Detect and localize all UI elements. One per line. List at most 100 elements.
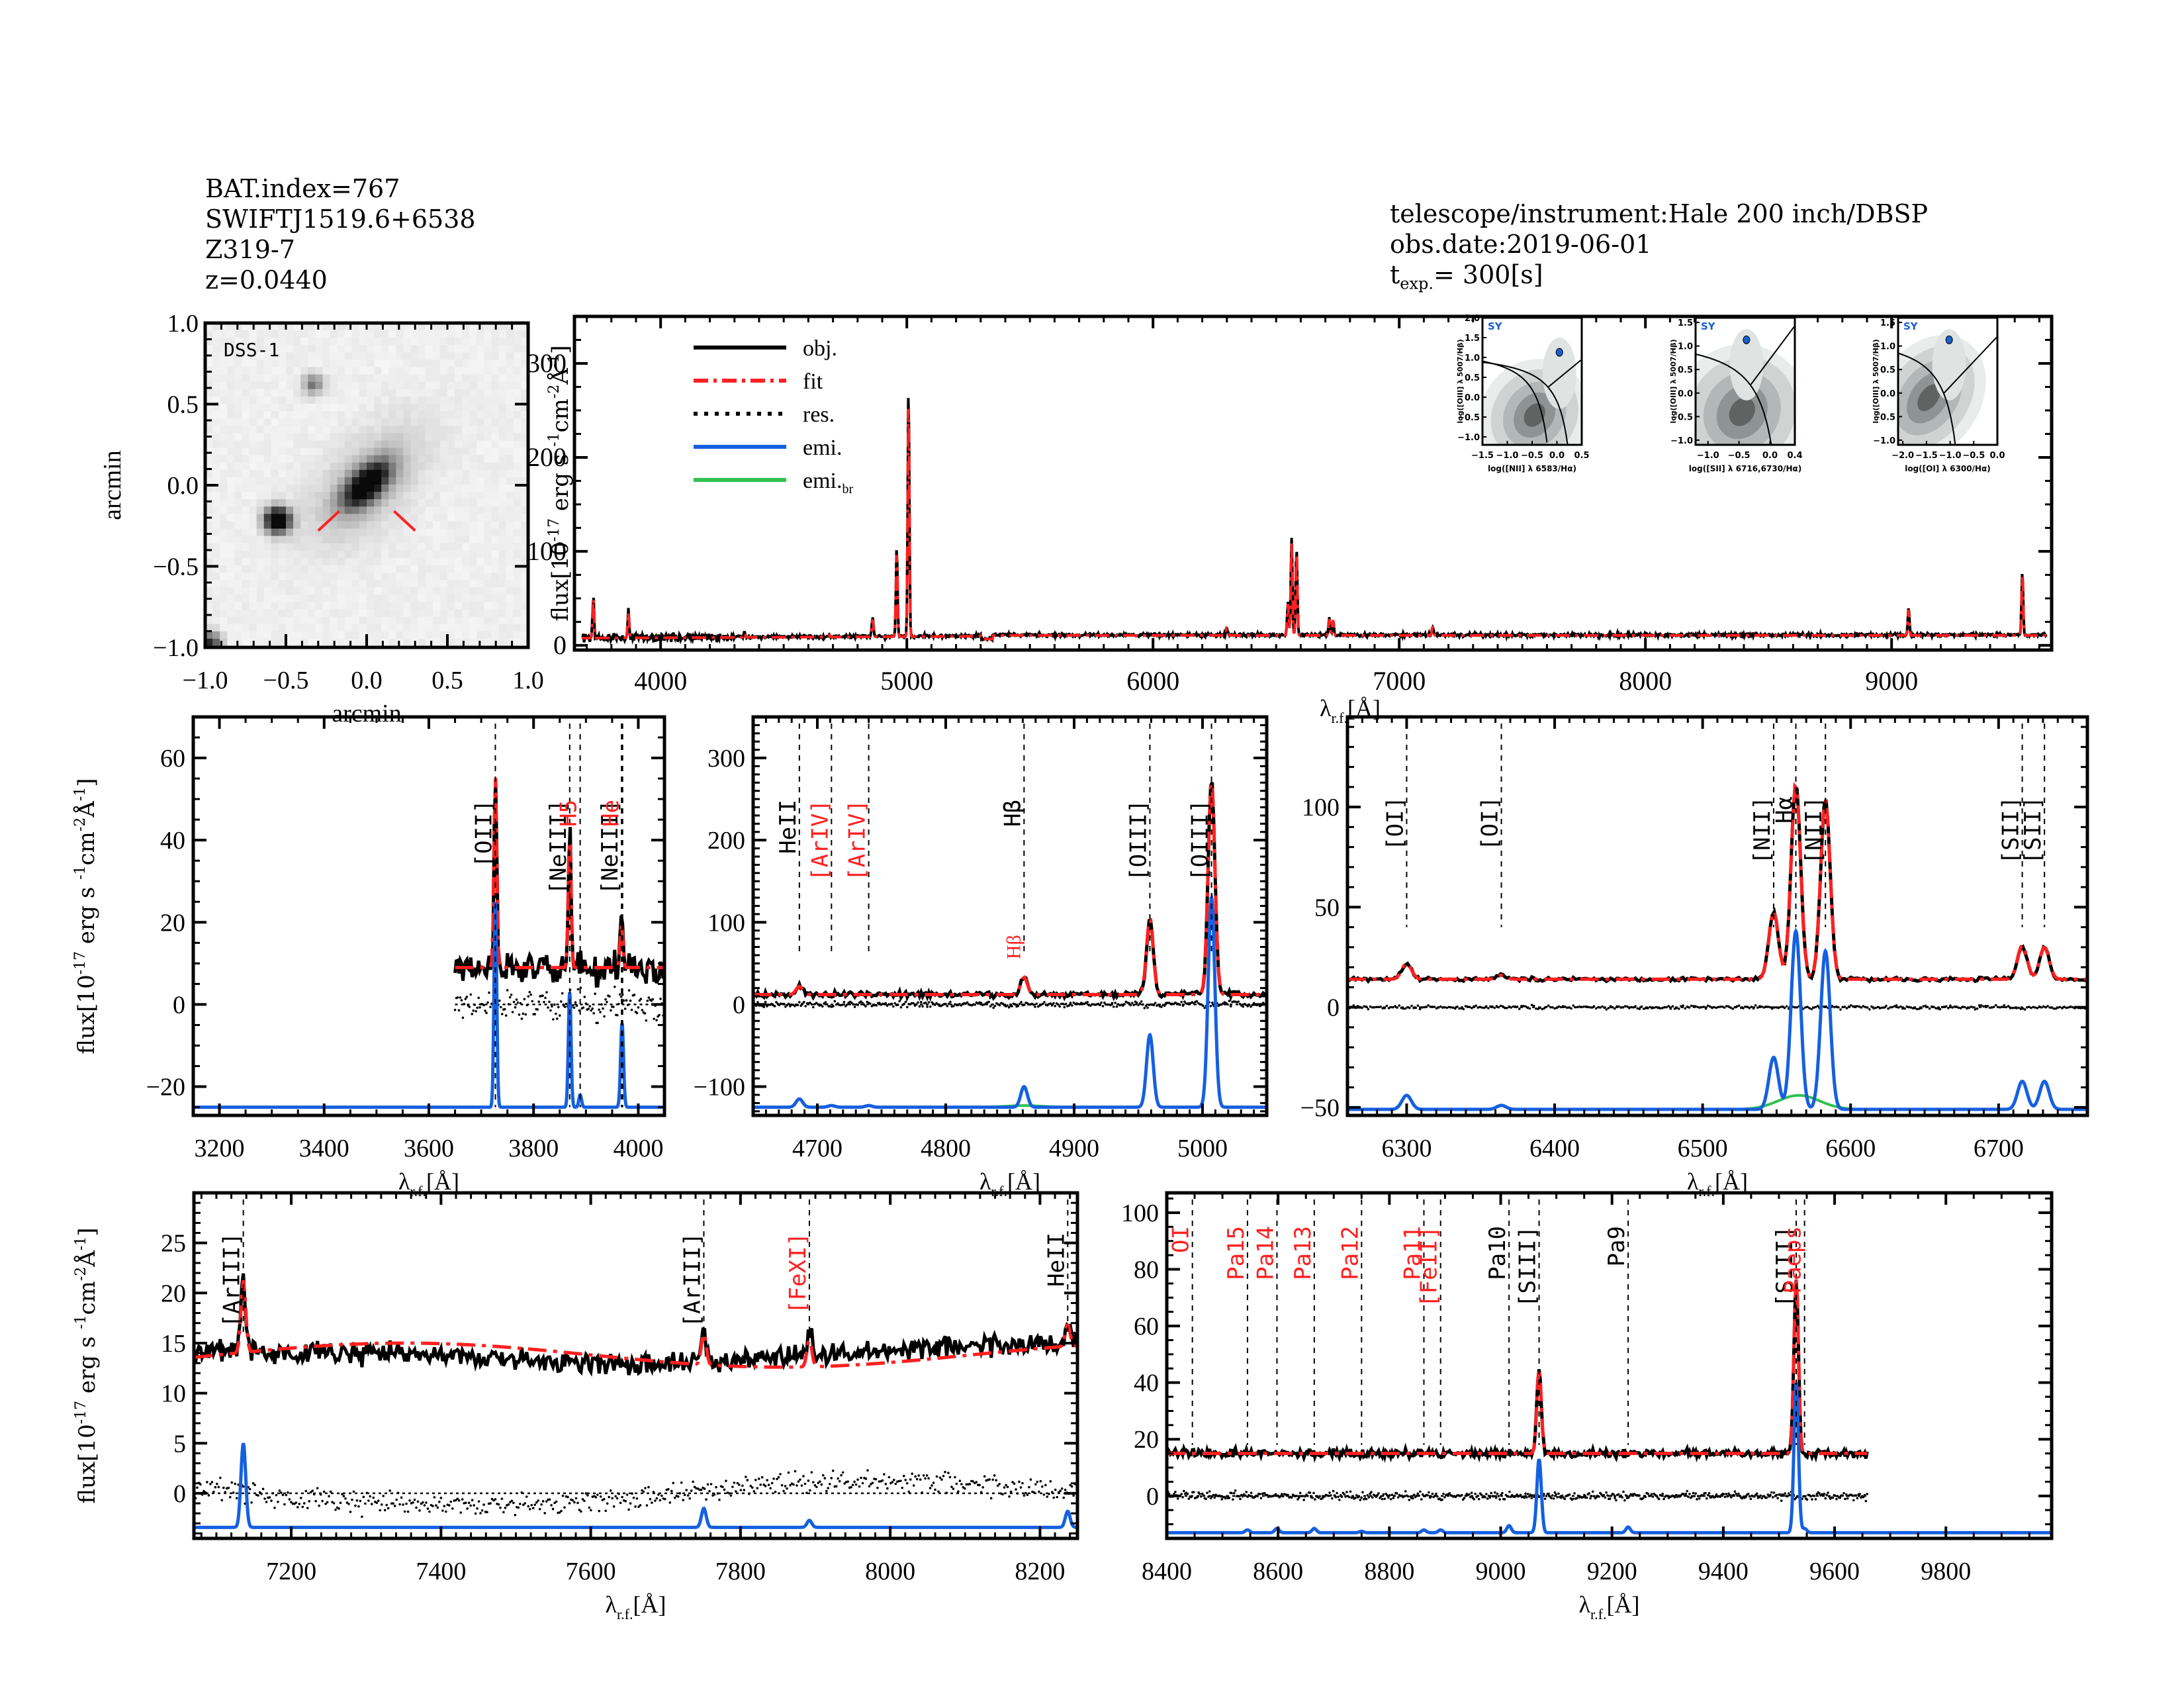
x-tick-label: 0.0 [351,667,383,694]
image-pixel [256,587,265,595]
image-pixel [344,499,353,507]
image-pixel [344,469,353,478]
image-pixel [234,573,242,581]
image-pixel [491,587,500,595]
image-pixel [418,631,426,639]
image-pixel [367,433,375,441]
y-label-part: -17 [546,518,563,541]
image-pixel [513,367,522,375]
image-pixel [374,594,382,602]
residual-point [500,1013,504,1015]
inset-y-label: log([OIII] λ 5007/Hβ) [1456,339,1465,423]
image-pixel [432,624,441,632]
residual-point [324,1503,327,1505]
image-pixel [286,528,294,537]
residual-point [1034,1483,1037,1486]
image-pixel [315,352,323,360]
residual-point [739,1489,743,1491]
image-pixel [491,418,500,426]
residual-point [1297,1496,1300,1499]
image-pixel [330,345,338,353]
image-pixel [498,506,507,514]
residual-point [418,1509,421,1512]
image-pixel [308,594,316,602]
image-pixel [249,396,257,404]
residual-point [270,1499,273,1503]
image-pixel [242,477,250,485]
image-pixel [315,536,323,544]
image-pixel [455,440,463,449]
residual-point [1060,1487,1064,1490]
residual-point [831,1470,835,1472]
residual-point [461,1498,464,1501]
image-pixel [351,565,360,573]
residual-point [1497,1495,1500,1497]
residual-point [700,1488,703,1491]
image-pixel [410,499,419,507]
image-pixel [249,506,257,514]
image-pixel [351,594,360,602]
image-pixel [271,462,279,471]
inset-x-label: log([SII] λ 6716,6730/Hα) [1689,464,1801,473]
image-pixel [271,455,279,463]
image-pixel [242,411,250,419]
image-pixel [322,367,331,375]
image-pixel [308,485,316,492]
residual-point [322,1490,326,1493]
image-pixel [220,330,228,338]
image-pixel [300,631,308,639]
image-pixel [359,447,367,456]
image-pixel [227,374,235,383]
image-pixel [381,499,389,507]
image-pixel [337,602,345,610]
image-pixel [359,514,367,522]
image-pixel [425,514,433,522]
image-pixel [425,338,433,346]
residual-point [1887,1007,1889,1010]
image-pixel [462,580,470,588]
residual-point [1493,1491,1496,1494]
residual-point [871,1481,874,1484]
image-pixel [403,374,412,383]
inset-y-tick-label: 0.0 [1678,389,1693,399]
image-pixel [432,433,441,441]
inset-y-tick-label: 1.0 [1678,342,1693,352]
image-pixel [322,469,331,478]
image-pixel [498,477,507,485]
residual-point [334,1508,337,1511]
residual-point [518,1013,521,1016]
image-pixel [381,359,389,368]
image-pixel [425,381,433,390]
image-pixel [447,587,455,595]
residual-point [1263,1492,1266,1495]
residual-point [486,1511,488,1514]
residual-point [1017,1004,1020,1008]
residual-point [614,1495,617,1498]
image-pixel [322,381,331,390]
image-pixel [286,602,294,610]
image-pixel [484,447,492,456]
image-pixel [403,345,412,353]
residual-point [553,1501,556,1505]
residual-point [517,1506,520,1509]
image-pixel [418,426,426,434]
residual-point [574,1497,578,1500]
image-pixel [315,557,323,566]
image-pixel [263,462,272,471]
image-pixel [498,543,507,551]
image-pixel [439,426,448,434]
image-pixel [469,616,477,625]
image-pixel [242,323,250,331]
residual-point [983,1475,986,1478]
image-pixel [278,616,287,625]
image-pixel [403,631,412,639]
residual-point [574,1001,577,1004]
image-pixel [271,557,279,566]
image-pixel [381,462,389,471]
image-pixel [315,543,323,551]
image-pixel [271,594,279,602]
residual-point [1312,1491,1315,1495]
residual-point [1541,1008,1544,1011]
image-pixel [234,469,242,478]
image-pixel [205,485,213,492]
